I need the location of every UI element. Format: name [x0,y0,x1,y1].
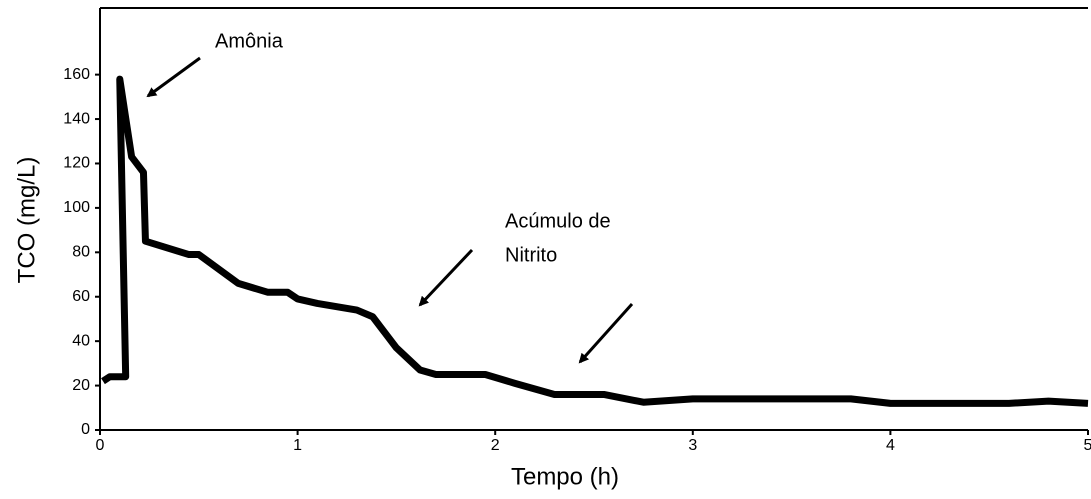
y-tick-label: 0 [81,421,90,438]
arrow [578,302,634,364]
y-axis-label: TCO (mg/L) [13,157,40,284]
data-line [101,75,1089,407]
x-tick-label: 0 [96,437,105,454]
x-tick-label: 4 [886,437,895,454]
x-tick-label: 3 [688,437,697,454]
y-tick-label: 80 [72,244,90,261]
x-tick-label: 2 [491,437,500,454]
x-tick-label: 5 [1084,437,1091,454]
annotation: Amônia [215,30,284,52]
x-axis-label: Tempo (h) [511,463,619,490]
y-tick-label: 20 [72,377,90,394]
arrow [418,248,474,307]
y-tick-label: 120 [63,155,90,172]
y-tick-label: 100 [63,199,90,216]
y-tick-label: 40 [72,332,90,349]
y-tick-label: 160 [63,66,90,83]
x-tick-label: 1 [293,437,302,454]
annotation: Acúmulo de [505,210,611,232]
arrow [146,56,201,98]
y-tick-label: 60 [72,288,90,305]
annotation: Nitrito [505,244,557,266]
y-tick-label: 140 [63,110,90,127]
